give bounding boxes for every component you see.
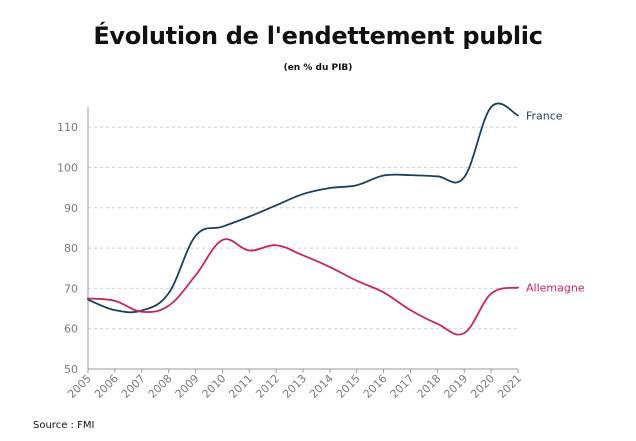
series-labels: France Allemagne xyxy=(526,109,585,294)
chart-title: Évolution de l'endettement public xyxy=(93,22,543,50)
axes xyxy=(87,107,519,373)
grid-lines xyxy=(88,126,518,330)
x-tick-label: 2005 xyxy=(65,372,94,401)
x-tick-label: 2006 xyxy=(92,372,121,401)
x-tick-label: 2013 xyxy=(280,372,309,401)
y-tick-label: 60 xyxy=(64,323,78,336)
x-tick-label: 2020 xyxy=(468,372,497,401)
y-tick-label: 70 xyxy=(64,282,78,295)
y-tick-label: 90 xyxy=(64,202,78,215)
x-tick-label: 2021 xyxy=(495,372,524,401)
series-line-allemagne xyxy=(87,238,519,336)
y-tick-label: 100 xyxy=(57,161,78,174)
series-label-allemagne: Allemagne xyxy=(526,282,585,295)
x-tick-label: 2015 xyxy=(334,372,363,401)
series-line-france xyxy=(87,102,519,314)
x-tick-label: 2010 xyxy=(200,372,229,401)
x-tick-label: 2019 xyxy=(441,372,470,401)
y-tick-labels: 50 60 70 80 90 100 110 xyxy=(57,121,78,376)
x-tick-label: 2017 xyxy=(388,372,417,401)
x-tick-labels: 2005200620072008200920102011201220132014… xyxy=(65,372,524,401)
y-tick-label: 50 xyxy=(64,363,78,376)
x-tick-label: 2016 xyxy=(361,372,390,401)
series-label-france: France xyxy=(526,109,563,122)
x-tick-label: 2011 xyxy=(226,372,255,401)
x-tick-label: 2009 xyxy=(173,372,202,401)
y-tick-label: 110 xyxy=(57,121,78,134)
x-tick-label: 2008 xyxy=(146,372,175,401)
x-tick-label: 2012 xyxy=(253,372,282,401)
x-tick-label: 2014 xyxy=(307,372,336,401)
source-note: Source : FMI xyxy=(33,420,95,431)
series-lines xyxy=(87,102,519,336)
chart-subtitle: (en % du PIB) xyxy=(283,63,353,73)
x-tick-label: 2007 xyxy=(119,372,148,401)
y-tick-label: 80 xyxy=(64,242,78,255)
x-tick-label: 2018 xyxy=(415,372,444,401)
